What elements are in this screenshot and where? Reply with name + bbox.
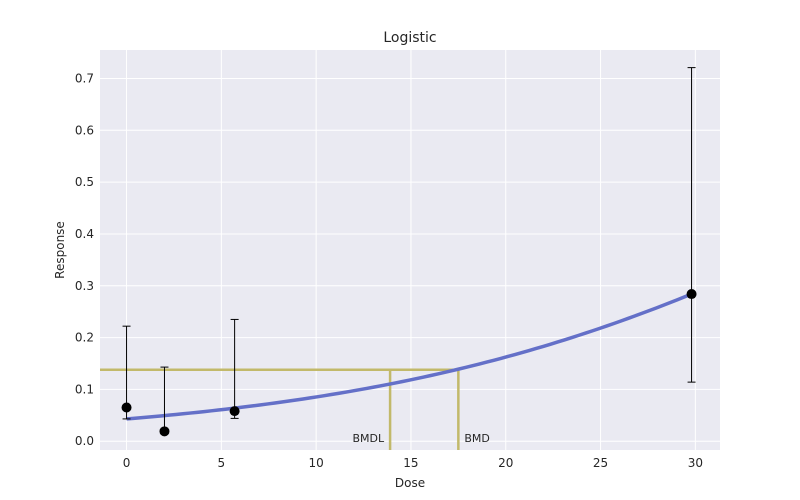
data-points (121, 67, 697, 437)
data-point (686, 289, 697, 300)
x-tick-label: 15 (403, 456, 418, 470)
y-axis-label: Response (53, 221, 67, 279)
x-tick-label: 25 (593, 456, 608, 470)
x-axis-ticks: 0 5 10 15 20 25 30 (123, 456, 703, 470)
bmdl-label: BMDL (352, 432, 385, 445)
y-tick-label: 0.1 (75, 382, 94, 396)
y-tick-label: 0.0 (75, 434, 94, 448)
x-tick-label: 10 (309, 456, 324, 470)
y-axis-ticks: 0.0 0.1 0.2 0.3 0.4 0.5 0.6 0.7 (75, 71, 94, 448)
y-tick-label: 0.5 (75, 175, 94, 189)
x-tick-label: 30 (688, 456, 703, 470)
x-tick-label: 20 (498, 456, 513, 470)
x-tick-label: 0 (123, 456, 131, 470)
chart-title: Logistic (383, 30, 436, 46)
y-tick-label: 0.7 (75, 71, 94, 85)
grid-lines (100, 50, 720, 450)
y-tick-label: 0.6 (75, 123, 94, 137)
y-tick-label: 0.2 (75, 331, 94, 345)
data-point (229, 406, 240, 417)
data-point (159, 426, 170, 437)
x-axis-label: Dose (395, 476, 425, 490)
y-tick-label: 0.4 (75, 227, 94, 241)
x-tick-label: 5 (218, 456, 226, 470)
data-point (121, 402, 132, 413)
model-curve (126, 292, 693, 421)
y-tick-label: 0.3 (75, 279, 94, 293)
bmd-label: BMD (464, 432, 490, 445)
plot-area (100, 50, 720, 450)
